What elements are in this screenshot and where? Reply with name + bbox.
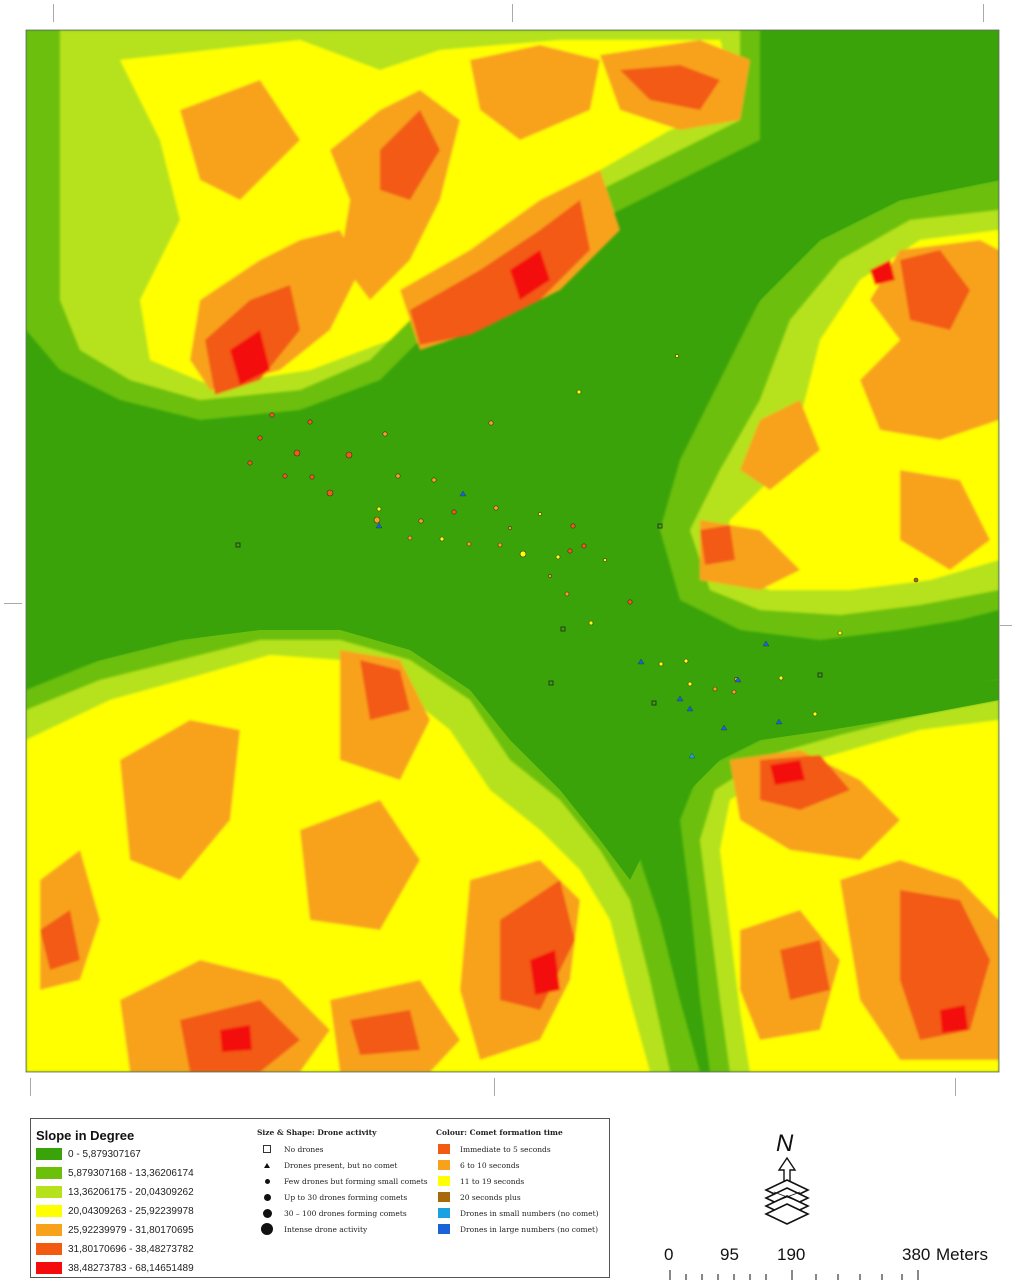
north-arrow-icon bbox=[764, 1156, 810, 1225]
colour-item-1: Immediate to 5 seconds bbox=[438, 1143, 551, 1155]
ridge-east bbox=[660, 180, 999, 640]
slope-class-5: 25,92239979 - 31,80170695 bbox=[36, 1223, 194, 1237]
slope-label-7: 38,48273783 - 68,14651489 bbox=[68, 1262, 194, 1274]
colour-label-5: Drones in small numbers (no comet) bbox=[460, 1208, 599, 1218]
size-legend-title: Size & Shape: Drone activity bbox=[257, 1128, 377, 1137]
colour-item-5: Drones in small numbers (no comet) bbox=[438, 1207, 599, 1219]
colour-swatch-2 bbox=[438, 1160, 450, 1170]
size-item-triangle: Drones present, but no comet bbox=[260, 1159, 397, 1171]
slope-class-6: 31,80170696 - 38,48273782 bbox=[36, 1242, 194, 1256]
scale-label-0: 0 bbox=[664, 1245, 674, 1264]
slope-swatch-7 bbox=[36, 1262, 62, 1274]
dot-l-icon bbox=[260, 1223, 274, 1235]
size-label-6: Intense drone activity bbox=[284, 1224, 368, 1234]
coord-tick-bottom-left bbox=[30, 1078, 34, 1096]
slope-label-1: 0 - 5,879307167 bbox=[68, 1148, 141, 1160]
scale-bar: 0 95 190 380 Meters bbox=[640, 1240, 1010, 1280]
coord-tick-bottom-right bbox=[955, 1078, 959, 1096]
north-arrow: N bbox=[752, 1130, 822, 1240]
size-label-5: 30 – 100 drones forming comets bbox=[284, 1208, 407, 1218]
scale-label-380: 380 bbox=[902, 1245, 931, 1264]
scale-unit: Meters bbox=[936, 1245, 988, 1264]
colour-item-2: 6 to 10 seconds bbox=[438, 1159, 519, 1171]
north-label: N bbox=[776, 1130, 794, 1157]
size-item-no-drones: No drones bbox=[260, 1143, 323, 1155]
colour-swatch-4 bbox=[438, 1192, 450, 1202]
slope-label-6: 31,80170696 - 38,48273782 bbox=[68, 1243, 194, 1255]
slope-label-3: 13,36206175 - 20,04309262 bbox=[68, 1186, 194, 1198]
colour-swatch-3 bbox=[438, 1176, 450, 1186]
colour-item-4: 20 seconds plus bbox=[438, 1191, 521, 1203]
size-label-1: No drones bbox=[284, 1144, 324, 1154]
size-item-intense: Intense drone activity bbox=[260, 1223, 367, 1235]
ridge-southeast bbox=[680, 680, 999, 1072]
size-label-2: Drones present, but no comet bbox=[284, 1160, 398, 1170]
ridge-southwest bbox=[26, 620, 700, 1072]
scale-label-95: 95 bbox=[720, 1245, 739, 1264]
triangle-markers bbox=[375, 490, 783, 759]
coord-tick-right bbox=[1000, 625, 1012, 628]
size-item-few: Few drones but forming small comets bbox=[260, 1175, 428, 1187]
square-markers bbox=[235, 523, 823, 706]
size-label-4: Up to 30 drones forming comets bbox=[284, 1192, 408, 1202]
square-icon bbox=[260, 1145, 274, 1153]
slope-class-7: 38,48273783 - 68,14651489 bbox=[36, 1261, 194, 1275]
valley-floor bbox=[26, 140, 999, 880]
slope-class-2: 5,879307168 - 13,36206174 bbox=[36, 1166, 194, 1180]
colour-label-2: 6 to 10 seconds bbox=[460, 1160, 520, 1170]
slope-swatch-6 bbox=[36, 1243, 62, 1255]
colour-label-4: 20 seconds plus bbox=[460, 1192, 521, 1202]
slope-swatch-5 bbox=[36, 1224, 62, 1236]
scale-label-190: 190 bbox=[777, 1245, 806, 1264]
colour-swatch-1 bbox=[438, 1144, 450, 1154]
slope-label-2: 5,879307168 - 13,36206174 bbox=[68, 1167, 194, 1179]
slope-legend-title: Slope in Degree bbox=[36, 1128, 135, 1143]
survey-points bbox=[247, 354, 919, 717]
colour-label-1: Immediate to 5 seconds bbox=[460, 1144, 551, 1154]
slope-map bbox=[25, 29, 1000, 1073]
coord-tick-top-center bbox=[512, 4, 516, 22]
colour-label-3: 11 to 19 seconds bbox=[460, 1176, 525, 1186]
ridge-north bbox=[26, 30, 760, 420]
dot-s-icon bbox=[260, 1193, 274, 1201]
colour-swatch-6 bbox=[438, 1224, 450, 1234]
triangle-icon bbox=[260, 1162, 274, 1168]
slope-swatch-1 bbox=[36, 1148, 62, 1160]
coord-tick-bottom-center bbox=[494, 1078, 498, 1096]
dot-m-icon bbox=[260, 1208, 274, 1218]
colour-legend-title: Colour: Comet formation time bbox=[436, 1128, 563, 1137]
dot-xs-icon bbox=[260, 1178, 274, 1184]
slope-label-5: 25,92239979 - 31,80170695 bbox=[68, 1224, 194, 1236]
slope-class-3: 13,36206175 - 20,04309262 bbox=[36, 1185, 194, 1199]
size-label-3: Few drones but forming small comets bbox=[284, 1176, 428, 1186]
map-frame bbox=[25, 29, 1000, 1073]
coord-tick-left bbox=[4, 603, 22, 606]
coord-tick-top-right bbox=[983, 4, 987, 22]
map-legend: Slope in Degree 0 - 5,879307167 5,879307… bbox=[30, 1118, 610, 1278]
slope-swatch-4 bbox=[36, 1205, 62, 1217]
slope-class-4: 20,04309263 - 25,92239978 bbox=[36, 1204, 194, 1218]
colour-label-6: Drones in large numbers (no comet) bbox=[460, 1224, 598, 1234]
size-item-upto30: Up to 30 drones forming comets bbox=[260, 1191, 407, 1203]
colour-item-3: 11 to 19 seconds bbox=[438, 1175, 524, 1187]
size-item-30-100: 30 – 100 drones forming comets bbox=[260, 1207, 407, 1219]
scale-ticks bbox=[669, 1270, 919, 1280]
slope-swatch-3 bbox=[36, 1186, 62, 1198]
slope-label-4: 20,04309263 - 25,92239978 bbox=[68, 1205, 194, 1217]
slope-class-1: 0 - 5,879307167 bbox=[36, 1147, 141, 1161]
slope-swatch-2 bbox=[36, 1167, 62, 1179]
colour-item-6: Drones in large numbers (no comet) bbox=[438, 1223, 598, 1235]
colour-swatch-5 bbox=[438, 1208, 450, 1218]
coord-tick-top-left bbox=[53, 4, 57, 22]
